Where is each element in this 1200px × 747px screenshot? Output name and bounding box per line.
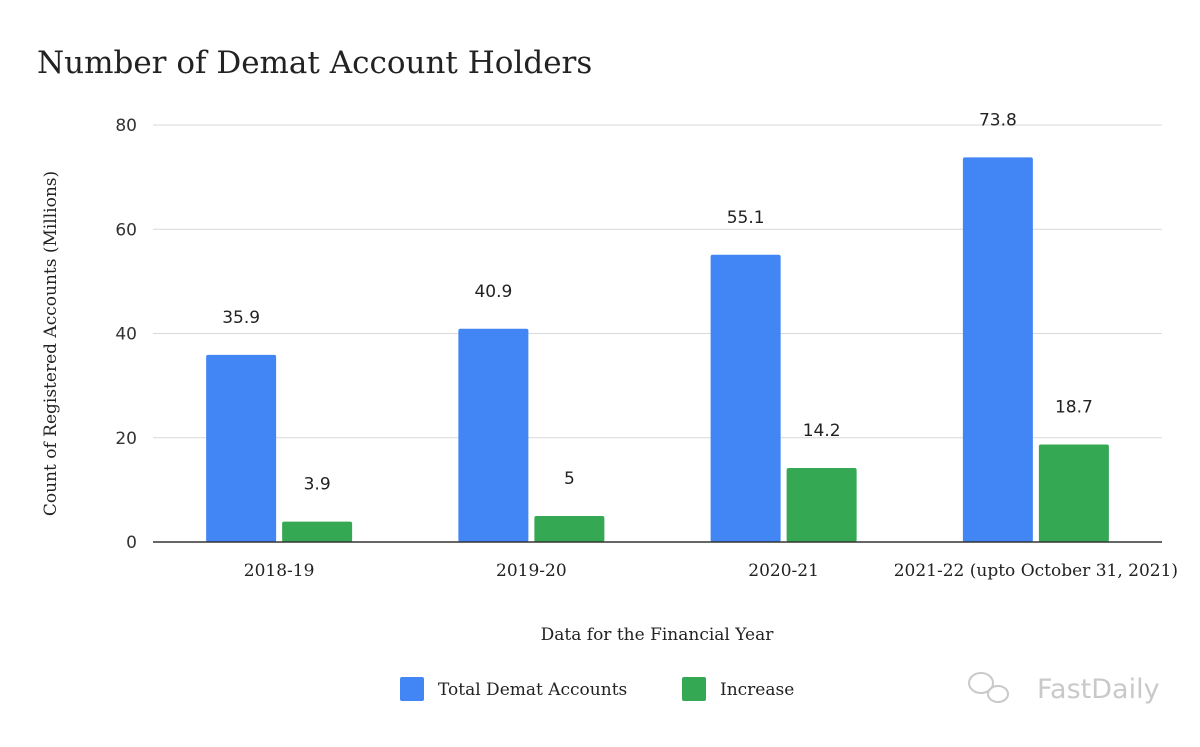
watermark: FastDaily (968, 672, 1160, 705)
x-axis-title: Data for the Financial Year (541, 625, 775, 645)
x-axis-categories: 2018-19 2019-20 2020-21 2021-22 (upto Octob… (244, 561, 1178, 581)
y-tick-label: 20 (115, 429, 137, 449)
bar-0-0 (206, 354, 277, 542)
bar-0-1 (458, 328, 529, 542)
y-tick-label: 60 (115, 220, 137, 240)
x-category-label: 2018-19 (244, 561, 315, 581)
y-axis-title: Count of Registered Accounts (Millions) (41, 171, 61, 516)
data-labels: 35.9 3.9 40.9 5 55.1 14.2 73.8 18.7 (222, 110, 1093, 494)
wechat-icon (968, 672, 1009, 703)
data-label: 14.2 (803, 421, 841, 441)
bar-1-2 (786, 467, 857, 542)
bar-1-1 (534, 515, 605, 542)
data-label: 40.9 (474, 282, 512, 302)
bar-1-0 (282, 521, 353, 542)
chart-title: Number of Demat Account Holders (37, 45, 592, 81)
data-label: 3.9 (304, 475, 331, 495)
legend-swatch (400, 677, 424, 701)
y-tick-label: 80 (115, 116, 137, 136)
bar-1-3 (1038, 444, 1109, 542)
x-category-label: 2020-21 (748, 561, 819, 581)
data-label: 18.7 (1055, 398, 1093, 418)
watermark-text: FastDaily (1037, 674, 1160, 705)
legend-swatch (682, 677, 706, 701)
bar-0-3 (962, 157, 1033, 542)
legend: Total Demat Accounts Increase (400, 677, 794, 701)
x-category-label: 2021-22 (upto October 31, 2021) (894, 561, 1178, 581)
data-label: 55.1 (727, 208, 765, 228)
bars (206, 157, 1109, 542)
y-tick-label: 40 (115, 325, 137, 345)
bar-0-2 (710, 254, 781, 542)
data-label: 35.9 (222, 308, 260, 328)
y-axis-ticks: 0 20 40 60 80 (115, 116, 137, 553)
legend-label: Total Demat Accounts (438, 680, 627, 700)
x-category-label: 2019-20 (496, 561, 567, 581)
data-label: 5 (564, 469, 575, 489)
legend-label: Increase (720, 680, 794, 700)
data-label: 73.8 (979, 110, 1017, 130)
y-tick-label: 0 (126, 533, 137, 553)
